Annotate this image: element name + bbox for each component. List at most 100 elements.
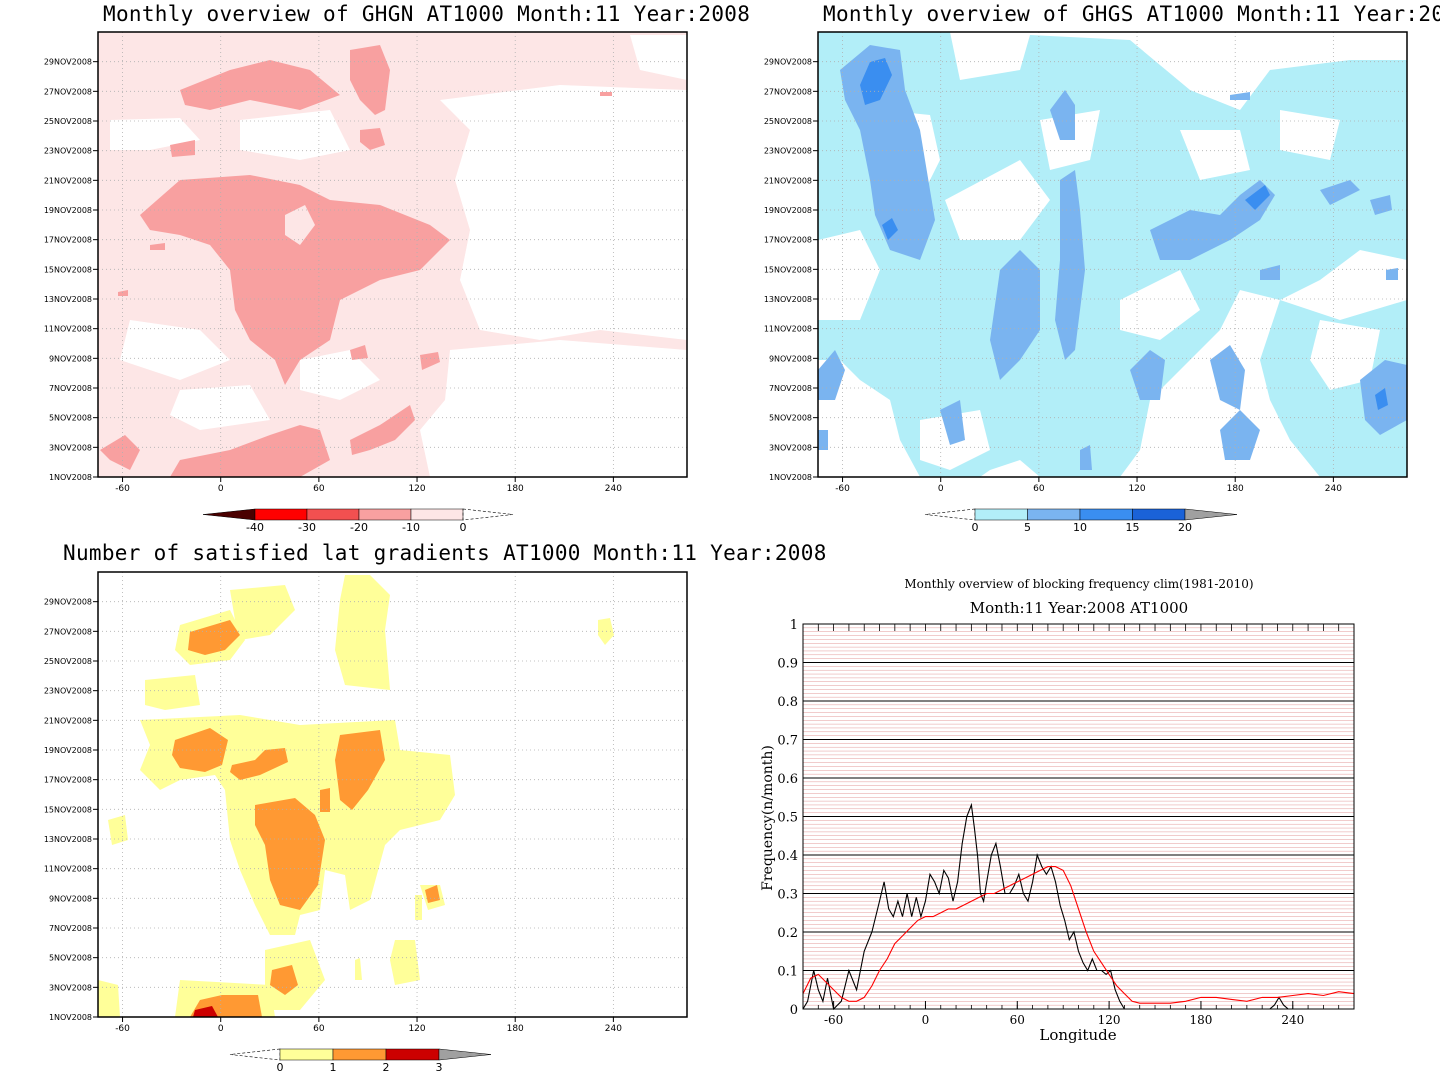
colorbar-arrow-high [462, 508, 514, 521]
line-chart-title: Monthly overview of blocking frequency c… [904, 577, 1253, 591]
colorbar-arrow-high [1184, 508, 1238, 521]
x-tick-label: 120 [408, 1024, 425, 1034]
colorbar-label: 3 [436, 1061, 443, 1074]
colorbar-label: 1 [330, 1061, 337, 1074]
colorbar-label: -40 [246, 521, 264, 534]
colorbar-label: 2 [383, 1061, 390, 1074]
colorbar-label: 0 [277, 1061, 284, 1074]
y-tick-label: 9NOV2008 [49, 894, 92, 903]
colorbar-arrow-high [438, 1048, 492, 1061]
y-tick-label: 0.8 [777, 695, 798, 710]
x-tick-label: 0 [922, 1013, 930, 1027]
gradients-1to2-regions [172, 620, 440, 1017]
y-tick-label: 7NOV2008 [49, 384, 92, 393]
ghgn-heatmap: -60 0 60 120 180 240 1NOV2008 3NOV2008 5NOV2008 7… [44, 31, 688, 534]
x-tick-label: 180 [1189, 1013, 1212, 1027]
y-tick-label: 11NOV2008 [44, 325, 92, 334]
y-tick-label: 27NOV2008 [764, 87, 812, 96]
colorbar-swatch [1027, 508, 1081, 521]
y-tick-label: 19NOV2008 [44, 746, 92, 755]
x-tick-label: 240 [605, 1024, 622, 1034]
line-chart-axes: 0 0.1 0.2 0.3 0.4 0.5 0.6 0.7 0.8 0.9 1 -60 0 60 120 18… [777, 618, 1355, 1027]
y-tick-label: 9NOV2008 [49, 354, 92, 363]
axes: -60 0 60 120 180 240 1NOV2008 3NOV2008 5NOV2008 7… [764, 58, 1342, 494]
colorbar-label: 0 [972, 521, 979, 534]
y-tick-label: 23NOV2008 [764, 147, 812, 156]
ghgn-minus10-regions [100, 45, 612, 477]
x-tick-label: 180 [1227, 484, 1244, 494]
y-tick-label: 5NOV2008 [769, 414, 812, 423]
x-tick-label: 60 [313, 1024, 325, 1034]
y-tick-label: 3NOV2008 [769, 443, 812, 452]
x-tick-label: 0 [938, 484, 944, 494]
colorbar-label: 0 [460, 521, 467, 534]
colorbar-arrow-low [924, 508, 976, 521]
y-tick-label: 15NOV2008 [44, 805, 92, 814]
y-tick-label: 27NOV2008 [44, 87, 92, 96]
x-tick-label: 180 [507, 1024, 524, 1034]
colorbar-swatch [410, 508, 464, 521]
colorbar-arrow-low [202, 508, 256, 521]
x-tick-label: -60 [824, 1013, 843, 1027]
y-tick-label: 0.1 [777, 965, 798, 980]
x-tick-label: -60 [115, 484, 130, 494]
y-tick-label: 29NOV2008 [764, 58, 812, 67]
y-tick-label: 21NOV2008 [44, 176, 92, 185]
colorbar-swatch [332, 1048, 387, 1061]
y-tick-label: 13NOV2008 [44, 295, 92, 304]
y-tick-label: 23NOV2008 [44, 147, 92, 156]
y-tick-label: 0.3 [777, 888, 798, 903]
x-axis-label: Longitude [1039, 1026, 1116, 1044]
x-tick-label: 120 [408, 484, 425, 494]
y-tick-label: 1NOV2008 [769, 473, 812, 482]
colorbar: 0 1 2 3 [229, 1048, 492, 1074]
x-tick-label: 120 [1098, 1013, 1121, 1027]
y-tick-label: 29NOV2008 [44, 598, 92, 607]
line-chart-subtitle: Month:11 Year:2008 AT1000 [970, 599, 1188, 617]
ghgs-heatmap: -60 0 60 120 180 240 1NOV2008 3NOV2008 5NOV2008 7… [764, 31, 1408, 534]
colorbar-label: 10 [1073, 521, 1087, 534]
y-tick-label: 11NOV2008 [764, 325, 812, 334]
y-tick-label: 17NOV2008 [44, 776, 92, 785]
colorbar-label: -20 [350, 521, 368, 534]
gradients-heatmap: -60 0 60 120 180 2401NOV20083NOV20085NOV20087… [44, 571, 688, 1074]
y-tick-label: 5NOV2008 [49, 414, 92, 423]
colorbar-swatch [306, 508, 360, 521]
y-tick-label: 3NOV2008 [49, 983, 92, 992]
y-tick-label: 13NOV2008 [44, 835, 92, 844]
y-axis-label: Frequency(n/month) [760, 745, 776, 891]
plot-frame [97, 571, 688, 1018]
x-tick-label: -60 [115, 1024, 130, 1034]
colorbar: 0 5 10 15 20 [924, 508, 1238, 534]
x-tick-label: -60 [835, 484, 850, 494]
x-tick-label: 120 [1128, 484, 1145, 494]
x-tick-label: 0 [218, 1024, 224, 1034]
y-tick-label: 23NOV2008 [44, 687, 92, 696]
plot-frame [97, 31, 688, 478]
colorbar-swatch [279, 1048, 334, 1061]
y-tick-label: 3NOV2008 [49, 443, 92, 452]
y-tick-label: 5NOV2008 [49, 954, 92, 963]
chart-title-gradients: Number of satisfied lat gradients AT1000… [63, 541, 827, 565]
y-tick-label: 25NOV2008 [44, 117, 92, 126]
y-tick-label: 25NOV2008 [44, 657, 92, 666]
gradients-2to3-regions [193, 1006, 218, 1017]
ghgs-10to15-regions [860, 58, 1388, 410]
line-chart-gridlines [803, 623, 1354, 1010]
y-tick-label: 21NOV2008 [764, 176, 812, 185]
x-tick-label: 240 [605, 484, 622, 494]
colorbar-label: -10 [402, 521, 420, 534]
chart-title-ghgs: Monthly overview of GHGS AT1000 Month:11… [823, 2, 1440, 26]
y-tick-label: 1 [790, 618, 798, 633]
colorbar-swatch [385, 1048, 440, 1061]
colorbar-swatch [1132, 508, 1186, 521]
colorbar-swatch [254, 508, 308, 521]
axes: -60 0 60 120 180 240 1NOV2008 3NOV2008 5NOV2008 7… [44, 598, 622, 1034]
y-tick-label: 0.5 [777, 811, 798, 826]
colorbar-label: 20 [1178, 521, 1192, 534]
colorbar-label: 5 [1024, 521, 1031, 534]
x-tick-label: 60 [1033, 484, 1045, 494]
y-tick-label: 0.4 [777, 849, 798, 864]
y-tick-label: 1NOV2008 [49, 473, 92, 482]
axes: -60 0 60 120 180 240 1NOV2008 3NOV2008 5NOV2008 7… [44, 58, 622, 494]
